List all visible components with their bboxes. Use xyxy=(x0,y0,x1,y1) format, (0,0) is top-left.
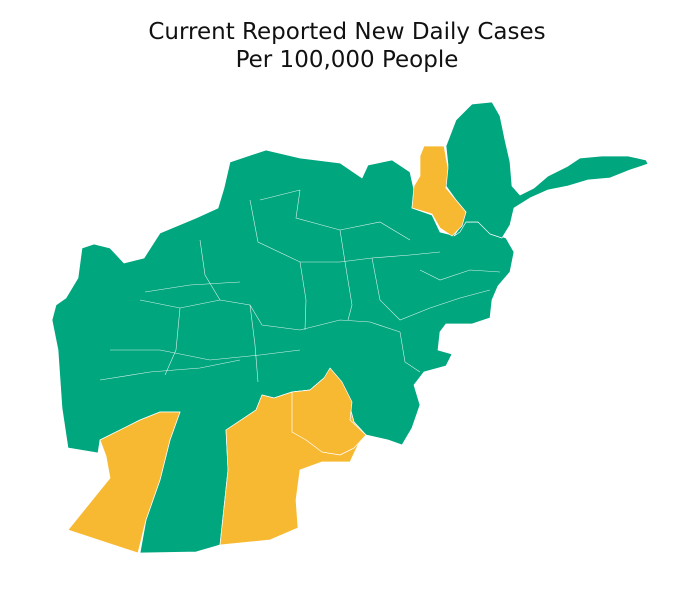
province-badakhshan-east[interactable] xyxy=(445,101,649,239)
province-boundaries xyxy=(99,189,501,383)
province-kandahar[interactable] xyxy=(291,367,367,456)
province-takhar[interactable] xyxy=(411,145,467,237)
title-line-1: Current Reported New Daily Cases xyxy=(148,19,546,45)
title-line-2: Per 100,000 People xyxy=(235,47,459,73)
province-farah[interactable] xyxy=(67,411,181,554)
map-title: Current Reported New Daily Cases Per 100… xyxy=(0,18,694,74)
